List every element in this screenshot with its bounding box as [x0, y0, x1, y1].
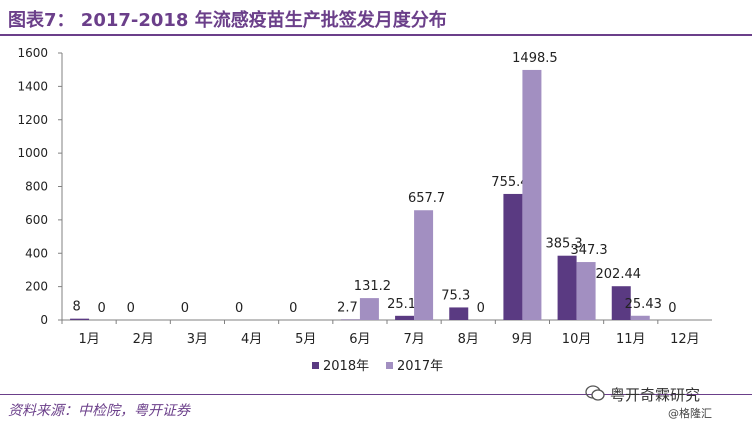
title-bar: 图表7： 2017-2018 年流感疫苗生产批签发月度分布: [0, 0, 752, 36]
data-label: 202.44: [596, 267, 642, 282]
data-label: 1498.5: [512, 51, 558, 66]
data-label: 0: [235, 301, 243, 316]
data-label: 75.3: [441, 288, 470, 303]
data-label: 25.43: [625, 297, 662, 312]
x-tick-label: 2月: [133, 332, 154, 347]
bar-2017: [414, 210, 434, 320]
data-label: 0: [289, 301, 297, 316]
bar-2017: [630, 315, 650, 320]
x-tick-label: 1月: [78, 332, 99, 347]
data-label: 347.3: [570, 243, 607, 258]
y-tick-label: 1400: [17, 79, 48, 93]
data-label: 0: [181, 301, 189, 316]
footer-rule: [0, 394, 752, 395]
data-label: 385.3: [545, 237, 582, 252]
x-tick-label: 4月: [241, 332, 262, 347]
y-tick-label: 200: [25, 280, 48, 294]
x-tick-label: 3月: [187, 332, 208, 347]
bar-2018: [449, 307, 469, 320]
brand-name: 粤开奇霖研究: [610, 386, 701, 404]
figure-title: 图表7： 2017-2018 年流感疫苗生产批签发月度分布: [8, 10, 447, 31]
bar-2017: [576, 262, 596, 320]
data-label: 0: [97, 301, 105, 316]
legend-swatch-2017: [386, 362, 393, 369]
data-label: 755.4: [491, 175, 528, 190]
data-label: 25.1: [387, 297, 416, 312]
data-label: 0: [668, 301, 676, 316]
data-label: 0: [477, 301, 485, 316]
legend-label: 2017年: [397, 359, 443, 374]
x-tick-label: 10月: [562, 332, 592, 347]
x-tick-label: 12月: [670, 332, 700, 347]
y-tick-label: 1200: [17, 113, 48, 127]
x-tick-label: 9月: [512, 332, 533, 347]
wechat-icon: [585, 385, 605, 401]
y-tick-label: 0: [40, 313, 48, 327]
bar-chart: 0 200 400 600 800 1000 1200 1400 1600 1月 8 0 2月 0 3月 0 4…: [17, 46, 712, 374]
bar-2018: [340, 319, 360, 321]
x-tick-label: 5月: [295, 332, 316, 347]
data-label: 8: [72, 300, 80, 315]
bar-2018: [557, 255, 577, 320]
legend-label: 2018年: [323, 359, 369, 374]
bar-2018: [395, 315, 415, 320]
y-tick-label: 800: [25, 180, 48, 194]
bar-2017: [522, 69, 542, 321]
data-label: 657.7: [408, 191, 445, 206]
y-tick-label: 1000: [17, 146, 48, 160]
data-label: 131.2: [354, 279, 391, 294]
x-tick-label: 7月: [403, 332, 424, 347]
x-tick-label: 6月: [349, 332, 370, 347]
bar-2018: [70, 318, 90, 320]
source-note: 资料来源：中检院，粤开证券: [8, 403, 190, 419]
x-tick-label: 11月: [616, 332, 646, 347]
legend-swatch-2018: [312, 362, 319, 369]
x-tick-label: 8月: [458, 332, 479, 347]
y-tick-label: 600: [25, 213, 48, 227]
bar-2017: [359, 298, 379, 320]
bar-2018: [503, 193, 523, 320]
y-tick-label: 400: [25, 246, 48, 260]
watermark: @格隆汇: [668, 407, 712, 420]
data-label: 2.7: [337, 301, 358, 316]
data-label: 0: [127, 301, 135, 316]
bar-2018: [611, 286, 631, 320]
y-tick-label: 1600: [17, 46, 48, 60]
